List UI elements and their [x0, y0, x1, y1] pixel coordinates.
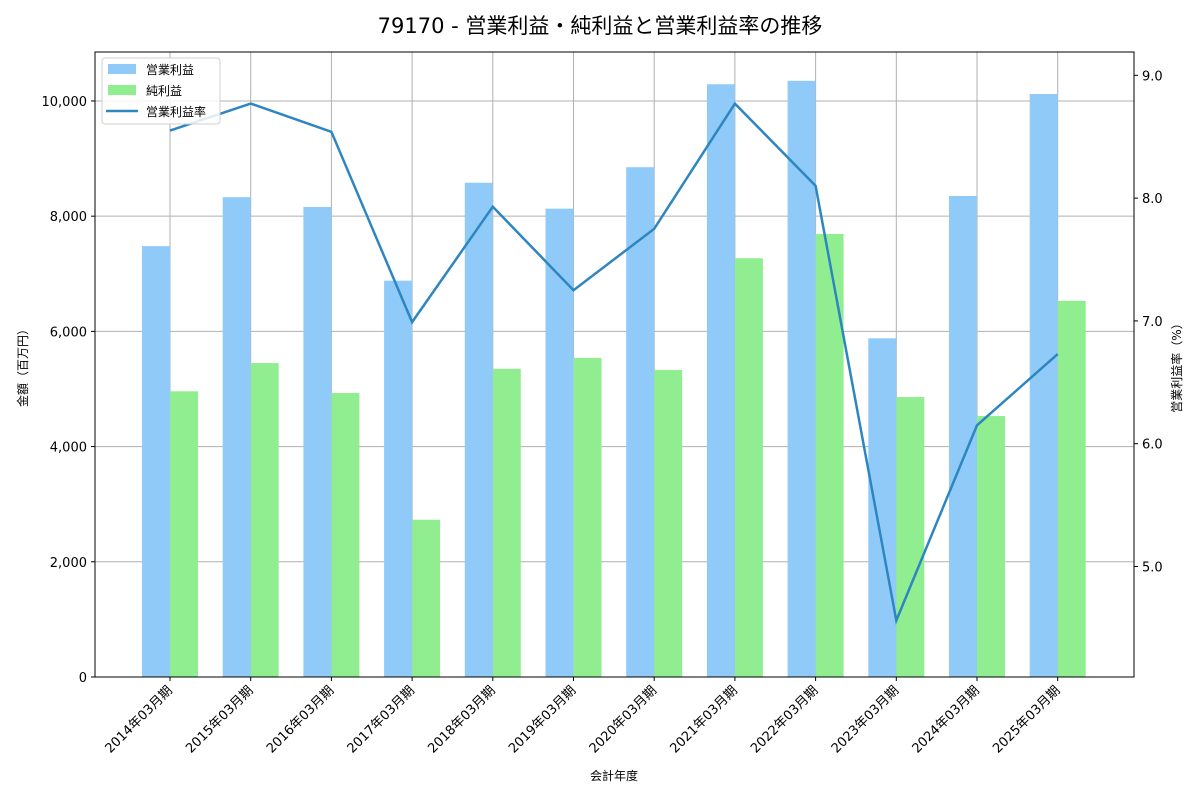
x-tick-label: 2017年03月期: [345, 683, 418, 756]
y-tick-label: 0: [79, 671, 87, 686]
x-tick-label: 2024年03月期: [910, 683, 983, 756]
bar-net-profit: [734, 258, 763, 677]
y-tick-label: 10,000: [42, 95, 88, 110]
bar-operating-profit: [706, 84, 735, 678]
x-tick-label: 2020年03月期: [587, 683, 660, 756]
bar-net-profit: [815, 234, 844, 677]
legend-swatch-net-profit: [108, 85, 136, 95]
bar-series: [142, 80, 1086, 678]
bar-net-profit: [492, 368, 521, 677]
bar-operating-profit: [303, 206, 332, 677]
legend: 営業利益 純利益 営業利益率: [101, 57, 221, 125]
x-tick-label: 2023年03月期: [829, 683, 902, 756]
x-tick-label: 2015年03月期: [183, 683, 256, 756]
y-tick-label: 8,000: [50, 210, 87, 225]
bar-net-profit: [977, 416, 1005, 677]
bar-operating-profit: [222, 197, 251, 677]
bar-net-profit: [250, 363, 279, 677]
left-y-axis: 0 2,000 4,000 6,000 8,000 10,000: [42, 95, 95, 686]
y-tick-label: 2,000: [50, 556, 87, 571]
bar-net-profit: [412, 519, 441, 677]
line-series: [169, 101, 1059, 625]
x-tick-label: 2022年03月期: [748, 683, 821, 756]
legend-label-net-profit: 純利益: [146, 84, 182, 98]
bar-operating-profit: [464, 182, 493, 677]
bar-operating-profit: [545, 208, 574, 678]
legend-box: [101, 57, 221, 125]
legend-label-operating-margin: 営業利益率: [146, 104, 206, 119]
bar-net-profit: [654, 369, 683, 677]
operating-margin-line: [169, 101, 1059, 625]
bar-operating-profit: [626, 167, 655, 677]
legend-label-operating-profit: 営業利益: [146, 63, 194, 77]
y2-tick-label: 6.0: [1142, 438, 1163, 453]
x-tick-label: 2016年03月期: [264, 683, 337, 756]
y-tick-label: 6,000: [50, 325, 87, 340]
x-axis: 2014年03月期 2015年03月期 2016年03月期 2017年03月期 2018…: [103, 677, 1064, 757]
x-tick-label: 2025年03月期: [990, 683, 1063, 756]
x-tick-label: 2019年03月期: [506, 683, 579, 756]
bar-operating-profit: [1029, 94, 1058, 678]
y2-tick-label: 8.0: [1142, 192, 1163, 207]
y2-tick-label: 7.0: [1142, 315, 1163, 330]
bar-operating-profit: [384, 280, 413, 677]
y2-tick-label: 5.0: [1142, 560, 1163, 575]
x-tick-label: 2014年03月期: [103, 683, 176, 756]
bar-net-profit: [573, 357, 602, 677]
bar-net-profit: [1057, 300, 1086, 677]
x-tick-label: 2018年03月期: [425, 683, 498, 756]
chart-title: 79170 - 営業利益・純利益と営業利益率の推移: [377, 14, 823, 38]
bar-net-profit: [331, 393, 360, 677]
legend-swatch-operating-profit: [108, 64, 136, 74]
y-tick-label: 4,000: [50, 441, 87, 456]
y2-axis-title: 営業利益率（%）: [1169, 317, 1184, 412]
plot-frame: [94, 51, 1135, 678]
x-axis-title: 会計年度: [590, 768, 638, 783]
bar-net-profit: [170, 391, 198, 677]
y2-tick-label: 9.0: [1142, 69, 1163, 84]
bar-operating-profit: [868, 338, 897, 677]
right-y-axis: 5.0 6.0 7.0 8.0 9.0: [1134, 69, 1163, 575]
bar-operating-profit: [142, 246, 170, 677]
bar-net-profit: [896, 397, 925, 677]
x-tick-label: 2021年03月期: [667, 683, 740, 756]
y-axis-title: 金額（百万円）: [15, 323, 30, 407]
